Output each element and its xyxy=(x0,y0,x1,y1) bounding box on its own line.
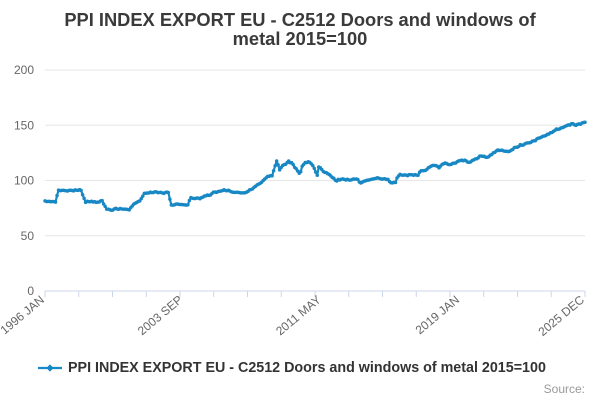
svg-text:150: 150 xyxy=(14,118,34,132)
svg-text:2019 JAN: 2019 JAN xyxy=(413,293,462,338)
svg-text:100: 100 xyxy=(14,174,34,188)
svg-text:50: 50 xyxy=(21,229,35,243)
svg-text:2003 SEP: 2003 SEP xyxy=(135,293,185,338)
svg-text:1996 JAN: 1996 JAN xyxy=(0,293,47,338)
svg-text:2025 DEC: 2025 DEC xyxy=(536,292,588,339)
svg-text:200: 200 xyxy=(14,63,34,77)
svg-text:Source:: Source: xyxy=(544,382,585,396)
svg-text:PPI INDEX EXPORT EU - C2512 Do: PPI INDEX EXPORT EU - C2512 Doors and wi… xyxy=(68,360,546,376)
svg-text:2011 MAY: 2011 MAY xyxy=(273,293,324,339)
